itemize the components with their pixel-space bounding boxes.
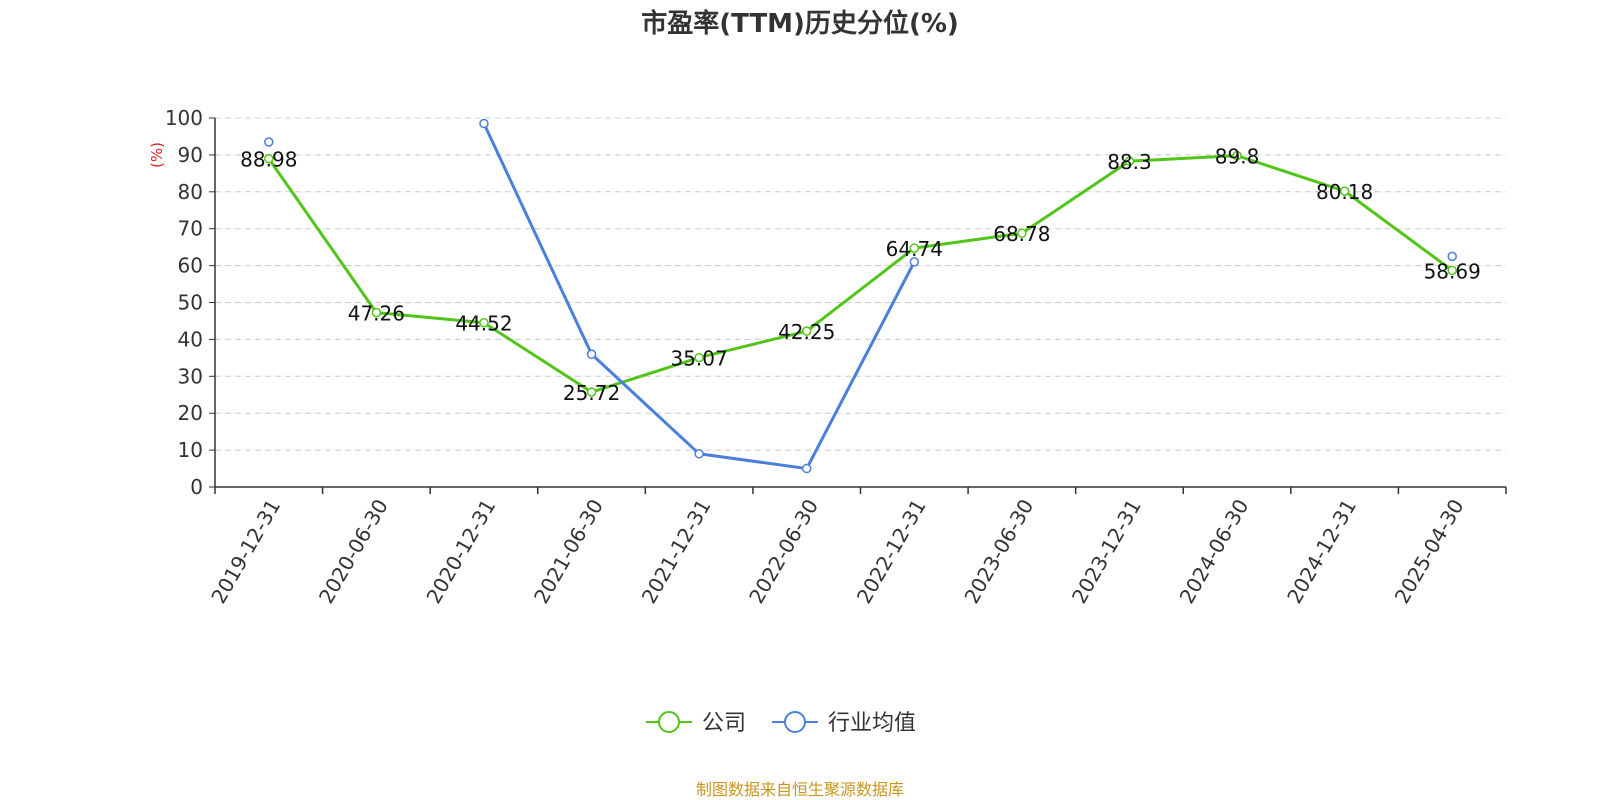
x-tick-label: 2021-06-30: [529, 495, 608, 608]
y-tick-label: 10: [178, 438, 203, 462]
y-tick-label: 50: [178, 291, 203, 315]
data-label: 25.72: [563, 381, 620, 405]
x-tick-label: 2024-12-31: [1282, 495, 1361, 608]
y-tick-label: 70: [178, 217, 203, 241]
x-tick-label: 2023-06-30: [959, 495, 1038, 608]
data-point-company[interactable]: [1339, 186, 1350, 196]
data-label: 47.26: [348, 302, 405, 326]
legend-item-company[interactable]: 公司: [646, 711, 746, 736]
y-tick-label: 30: [178, 364, 203, 388]
data-label: 58.69: [1424, 259, 1481, 283]
data-point-company[interactable]: [479, 317, 489, 328]
data-point-company[interactable]: [1124, 156, 1135, 166]
data-point-industry-average[interactable]: [909, 257, 920, 267]
legend-label: 行业均值: [828, 711, 916, 736]
y-tick-label: 100: [165, 106, 203, 130]
data-labels: 88.98 47.26 44.52 25.72 35.07 42.25 64.74 68.78…: [240, 145, 1481, 405]
series-company: [264, 150, 1457, 397]
legend-item-industry-average[interactable]: 行业均值: [772, 711, 916, 736]
legend-label: 公司: [702, 711, 746, 736]
data-point-company[interactable]: [694, 352, 704, 363]
data-label: 42.25: [778, 320, 835, 344]
x-tick-label: 2025-04-30: [1390, 495, 1469, 608]
series-lines: [264, 118, 1457, 474]
data-point-company[interactable]: [371, 307, 382, 318]
data-label: 64.74: [886, 237, 943, 261]
chart-title: 市盈率(TTM)历史分位(%): [641, 8, 959, 39]
data-point-company[interactable]: [1017, 228, 1027, 238]
data-point-industry-average[interactable]: [264, 137, 274, 147]
data-point-industry-average[interactable]: [694, 449, 704, 459]
data-point-industry-average[interactable]: [1447, 251, 1457, 262]
data-point-company[interactable]: [586, 387, 597, 397]
data-label: 88.98: [240, 148, 297, 172]
x-tick-label: 2021-12-31: [637, 495, 716, 608]
y-tick-label: 90: [178, 143, 203, 167]
y-tick-label: 20: [178, 401, 203, 425]
x-tick-label: 2023-12-31: [1067, 495, 1146, 608]
data-point-industry-average[interactable]: [801, 463, 812, 474]
data-point-industry-average[interactable]: [479, 118, 489, 129]
data-point-company[interactable]: [801, 326, 812, 336]
x-tick-label: 2019-12-31: [206, 495, 285, 608]
y-tick-label: 0: [190, 475, 203, 499]
source-note: 制图数据来自恒生聚源数据库: [696, 780, 904, 799]
data-label: 35.07: [670, 347, 727, 371]
legend-marker: [784, 711, 806, 733]
data-label: 68.78: [993, 222, 1050, 246]
data-point-company[interactable]: [909, 243, 920, 253]
data-label: 89.8: [1215, 145, 1260, 169]
data-point-industry-average[interactable]: [586, 349, 597, 359]
y-axis-label: (%): [148, 142, 166, 168]
x-tick-label: 2020-12-31: [421, 495, 500, 608]
data-point-company[interactable]: [264, 153, 274, 164]
y-tick-label: 60: [178, 254, 203, 278]
data-label: 80.18: [1316, 180, 1373, 204]
x-tick-label: 2022-06-30: [744, 495, 823, 608]
y-tick-label: 40: [178, 327, 203, 351]
series-line-company: [267, 154, 1454, 394]
series-line-industry-average: [484, 124, 1452, 469]
data-label: 88.3: [1107, 150, 1152, 174]
series-industry-average: [264, 118, 1457, 474]
data-label: 44.52: [455, 312, 512, 336]
x-tick-label: 2022-12-31: [852, 495, 931, 608]
y-tick-label: 80: [178, 180, 203, 204]
legend-marker: [658, 711, 680, 733]
axes: 0 10 20 30 40 50 60 70 80 90 100 2019-12-31 2020-06-…: [165, 106, 1507, 608]
x-tick-label: 2024-06-30: [1175, 495, 1254, 608]
x-tick-label: 2020-06-30: [314, 495, 393, 608]
data-point-company[interactable]: [1447, 265, 1457, 276]
grid-lines: [215, 117, 1506, 451]
legend[interactable]: 公司 行业均值: [646, 711, 916, 736]
data-point-company[interactable]: [1232, 150, 1242, 161]
